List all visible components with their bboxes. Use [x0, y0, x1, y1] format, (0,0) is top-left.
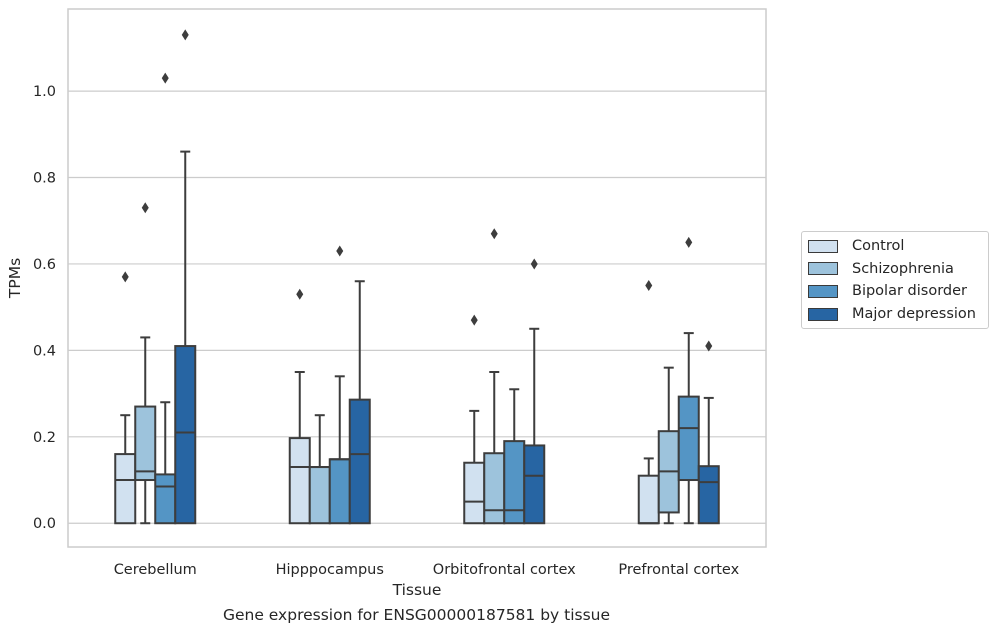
box-iqr — [483, 452, 506, 525]
x-tick-label: Orbitofrontal cortex — [433, 562, 576, 578]
x-ticks: Cerebellum Hipppocampus Orbitofrontal cort… — [114, 562, 740, 578]
outlier-point — [470, 314, 478, 326]
outlier-point — [490, 228, 498, 240]
box-1-1 — [308, 414, 331, 525]
outlier-point — [705, 340, 713, 352]
y-tick-label: 0.2 — [33, 430, 56, 446]
legend-item: Bipolar disorder — [802, 280, 988, 303]
chart-caption: Gene expression for ENSG00000187581 by t… — [222, 606, 611, 624]
legend-label: Control — [852, 238, 905, 255]
box-2-3 — [677, 236, 700, 525]
box-0-1 — [288, 288, 311, 525]
outlier-point — [121, 271, 129, 283]
x-tick-label: Cerebellum — [114, 562, 197, 578]
outlier-point — [645, 280, 653, 292]
y-tick-label: 0.6 — [33, 257, 56, 273]
x-tick-label: Hipppocampus — [276, 562, 384, 578]
outlier-point — [530, 258, 538, 270]
box-2-2 — [503, 388, 526, 525]
box-3-1 — [348, 280, 371, 525]
legend-label: Schizophrenia — [852, 260, 954, 277]
box-iqr — [308, 466, 331, 525]
y-tick-label: 0.0 — [33, 516, 56, 532]
box-iqr — [348, 398, 371, 525]
box-iqr — [637, 474, 660, 525]
legend-swatch — [808, 284, 838, 298]
box-iqr — [697, 465, 720, 525]
box-iqr — [288, 437, 311, 525]
outlier-point — [161, 72, 169, 84]
box-0-0 — [114, 271, 137, 525]
outlier-point — [685, 236, 693, 248]
box-2-1 — [328, 245, 351, 525]
box-3-2 — [523, 258, 546, 525]
box-1-0 — [134, 202, 157, 525]
box-marks — [114, 29, 720, 525]
box-iqr — [114, 453, 137, 525]
outlier-point — [141, 202, 149, 214]
legend: Control Schizophrenia Bipolar disorder Majo… — [801, 231, 989, 330]
outlier-point — [181, 29, 189, 41]
y-tick-label: 0.4 — [33, 343, 56, 359]
legend-label: Bipolar disorder — [852, 283, 967, 300]
y-axis-label: TPMs — [6, 258, 24, 299]
box-iqr — [523, 444, 546, 525]
legend-item: Major depression — [802, 303, 988, 326]
box-2-0 — [154, 72, 177, 525]
y-tick-label: 0.8 — [33, 171, 56, 187]
legend-swatch — [808, 262, 838, 276]
y-tick-label: 1.0 — [33, 84, 56, 100]
box-iqr — [328, 458, 351, 525]
x-tick-label: Prefrontal cortex — [618, 562, 739, 578]
legend-swatch — [808, 239, 838, 253]
legend-swatch — [808, 307, 838, 321]
outlier-point — [336, 245, 344, 257]
box-iqr — [134, 405, 157, 482]
box-1-2 — [483, 228, 506, 525]
box-0-3 — [637, 280, 660, 525]
legend-item: Control — [802, 235, 988, 258]
box-iqr — [154, 473, 177, 525]
legend-item: Schizophrenia — [802, 258, 988, 281]
box-0-2 — [463, 314, 486, 525]
box-iqr — [174, 345, 197, 525]
x-axis-label: Tissue — [392, 581, 442, 599]
box-iqr — [677, 395, 700, 482]
box-iqr — [463, 461, 486, 525]
y-ticks: 0.0 0.2 0.4 0.6 0.8 1.0 — [33, 84, 56, 532]
box-3-0 — [174, 29, 197, 525]
outlier-point — [296, 288, 304, 300]
box-1-3 — [657, 366, 680, 525]
box-3-3 — [697, 340, 720, 525]
plot-frame — [67, 8, 767, 548]
legend-label: Major depression — [852, 306, 976, 323]
